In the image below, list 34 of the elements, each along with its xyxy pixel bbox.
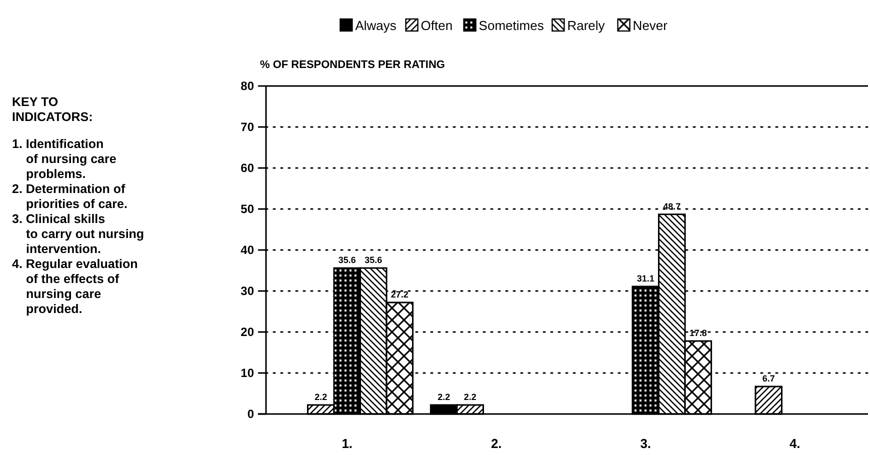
y-tick-label: 40 <box>240 243 254 258</box>
data-label: 2.2 <box>438 392 450 402</box>
legend-label: Rarely <box>567 18 606 33</box>
data-label: 17.8 <box>689 328 707 338</box>
text: 2. Determination of priorities of care. <box>12 182 128 211</box>
data-label: 35.6 <box>364 255 382 266</box>
data-label: 35.6 <box>338 255 356 266</box>
legend-label: Never <box>632 18 668 33</box>
text: 1. Identification of nursing care problems. <box>12 137 116 181</box>
text: KEY TO INDICATORS: <box>12 95 93 124</box>
text: 3. Clinical skills to carry out nursing intervention. <box>12 212 144 256</box>
data-label: 2.2 <box>464 392 476 402</box>
y-tick-label: 20 <box>240 325 254 340</box>
legend-label: Always <box>355 18 397 33</box>
data-label: 31.1 <box>636 273 654 284</box>
text: 4. Regular evaluation of the effects of nursing care provided. <box>12 257 138 316</box>
y-tick-label: 70 <box>240 120 254 134</box>
y-tick-label: 60 <box>240 161 254 176</box>
x-tick-label: 1. <box>342 436 353 451</box>
y-axis-title: % OF RESPONDENTS PER RATING <box>260 59 445 71</box>
data-label: 27.2 <box>390 289 408 300</box>
data-label: 48.7 <box>663 201 681 212</box>
legend-label: Sometimes <box>478 18 544 33</box>
y-tick-label: 80 <box>240 79 254 94</box>
legend-label: Often <box>420 18 453 33</box>
y-tick-label: 0 <box>247 407 254 422</box>
y-tick-label: 30 <box>240 284 254 298</box>
x-tick-label: 3. <box>640 436 652 451</box>
data-label: 6.7 <box>762 374 775 384</box>
y-tick-label: 50 <box>240 202 254 216</box>
x-tick-label: 4. <box>789 436 800 451</box>
x-tick-label: 2. <box>490 436 502 451</box>
y-tick-label: 10 <box>240 366 254 380</box>
data-label: 2.2 <box>314 392 328 402</box>
